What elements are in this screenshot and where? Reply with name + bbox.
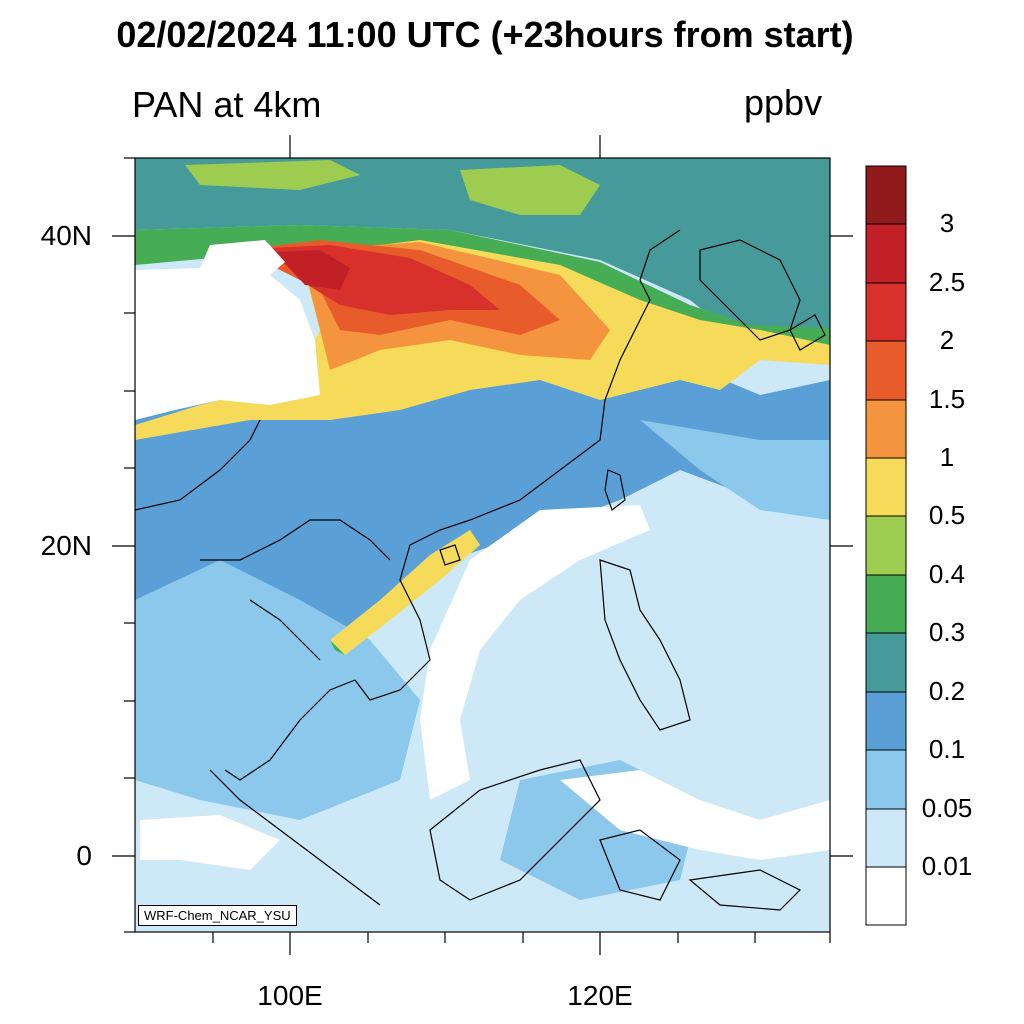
colorbar-swatch-0.3 (865, 574, 907, 634)
lat-label-20n: 20N (40, 530, 92, 561)
lon-ticks (212, 135, 831, 955)
lat-label-0: 0 (76, 840, 92, 871)
colorbar-label: 0.3 (928, 617, 966, 647)
colorbar-swatch-1.5 (865, 340, 907, 401)
lon-label-120e: 120E (567, 980, 633, 1011)
units-label: ppbv (744, 82, 823, 123)
colorbar-label: 0.4 (928, 559, 966, 589)
colorbar-label: 1.5 (928, 384, 966, 414)
map-frame (134, 157, 831, 933)
colorbar (865, 165, 907, 926)
lat-ticks (112, 157, 853, 933)
colorbar-swatch-3 (865, 165, 907, 225)
colorbar-swatch-0.4 (865, 515, 907, 576)
colorbar-label: 2.5 (928, 267, 966, 297)
map-title: 02/02/2024 11:00 UTC (+23hours from star… (116, 14, 854, 55)
colorbar-swatch-0.5 (865, 457, 907, 517)
colorbar-label: 0.1 (928, 734, 966, 764)
colorbar-label: 3 (939, 208, 955, 238)
variable-label: PAN at 4km (132, 84, 322, 125)
coastlines (135, 229, 826, 911)
colorbar-swatch-2 (865, 282, 907, 342)
colorbar-swatch-0.1 (865, 691, 907, 751)
colorbar-label: 2 (939, 325, 955, 355)
lon-label-100e: 100E (257, 980, 323, 1011)
colorbar-label: 0.5 (928, 500, 966, 530)
colorbar-label: 1 (939, 442, 955, 472)
colorbar-label: 0.2 (928, 676, 966, 706)
colorbar-swatch-min (865, 866, 907, 926)
lat-label-40n: 40N (40, 220, 92, 251)
colorbar-swatch-1 (865, 399, 907, 459)
colorbar-swatch-0.05 (865, 749, 907, 810)
colorbar-swatch-0.01 (865, 808, 907, 868)
colorbar-swatch-0.2 (865, 632, 907, 693)
colorbar-swatch-2.5 (865, 223, 907, 284)
colorbar-label: 0.05 (921, 793, 973, 823)
concentration-field (135, 158, 830, 932)
model-credit: WRF-Chem_NCAR_YSU (138, 905, 297, 926)
colorbar-label: 0.01 (921, 851, 973, 881)
